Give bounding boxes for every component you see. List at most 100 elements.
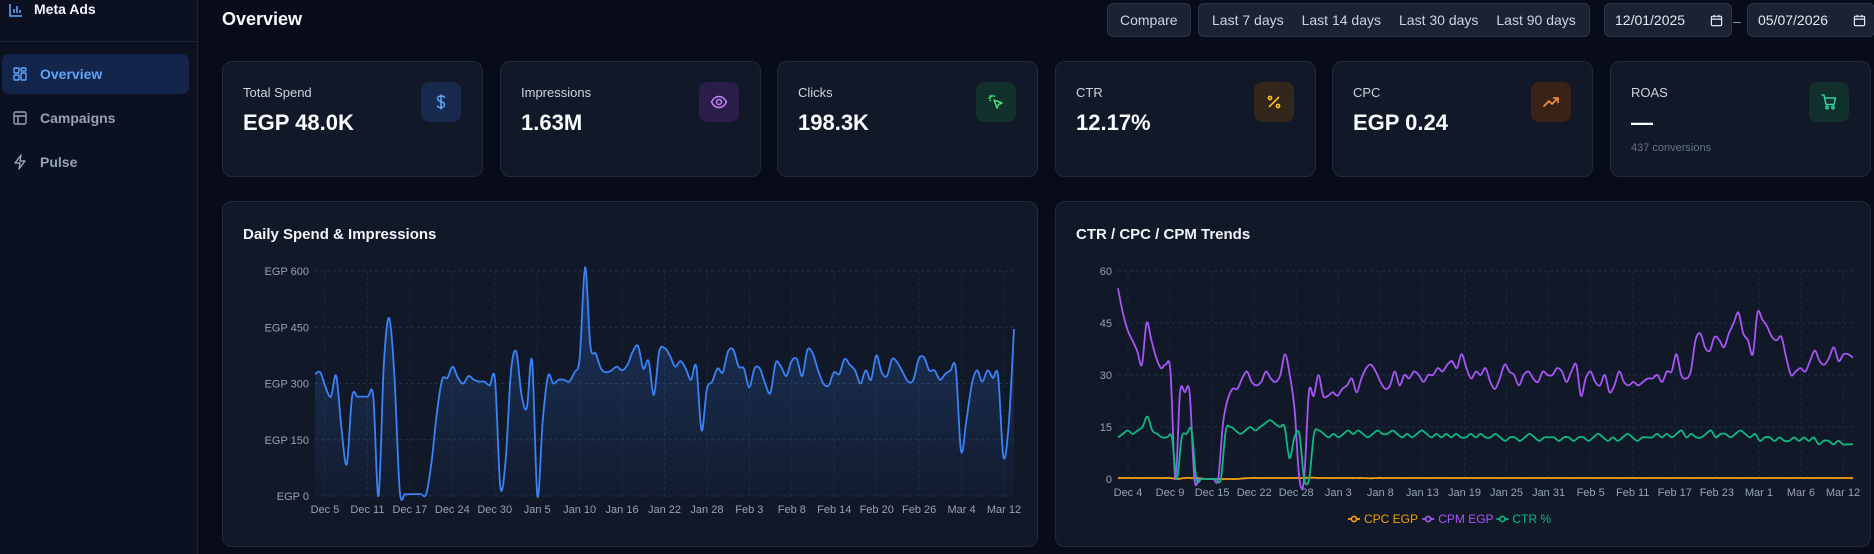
y-tick-label: EGP 300 bbox=[265, 379, 309, 391]
kpi-label: ROAS bbox=[1631, 85, 1668, 100]
percent-icon bbox=[1254, 82, 1294, 122]
series-line bbox=[1117, 415, 1853, 486]
x-tick-label: Jan 25 bbox=[1490, 487, 1523, 499]
y-tick-label: EGP 450 bbox=[265, 322, 309, 334]
series-area bbox=[315, 267, 1014, 501]
x-tick-label: Mar 6 bbox=[1787, 487, 1815, 499]
brand: Meta Ads bbox=[0, 0, 197, 42]
x-tick-label: Feb 8 bbox=[778, 504, 806, 516]
kpi-card-clicks: Clicks 198.3K bbox=[777, 61, 1038, 177]
sidebar-item-pulse[interactable]: Pulse bbox=[2, 142, 189, 182]
y-tick-label: 30 bbox=[1100, 370, 1112, 382]
range-7-days-button[interactable]: Last 7 days bbox=[1212, 12, 1284, 28]
date-to-value: 05/07/2026 bbox=[1758, 12, 1829, 28]
range-14-days-button[interactable]: Last 14 days bbox=[1301, 12, 1381, 28]
kpi-label: Total Spend bbox=[243, 85, 312, 100]
x-tick-label: Dec 22 bbox=[1237, 487, 1272, 499]
brand-name: Meta Ads bbox=[34, 0, 96, 17]
page-title: Overview bbox=[222, 9, 303, 29]
x-tick-label: Jan 28 bbox=[690, 504, 723, 516]
sidebar-nav: Overview Campaigns Pulse bbox=[0, 42, 197, 182]
range-90-days-button[interactable]: Last 90 days bbox=[1496, 12, 1576, 28]
kpi-label: CPC bbox=[1353, 85, 1381, 100]
sidebar-item-label: Campaigns bbox=[40, 110, 116, 126]
y-tick-label: 60 bbox=[1100, 266, 1112, 278]
x-tick-label: Mar 12 bbox=[987, 504, 1021, 516]
x-tick-label: Jan 22 bbox=[648, 504, 681, 516]
x-tick-label: Feb 20 bbox=[860, 504, 894, 516]
kpi-card-total-spend: Total Spend EGP 48.0K bbox=[222, 61, 483, 177]
kpi-label: Impressions bbox=[521, 85, 592, 100]
date-range-presets: Last 7 days Last 14 days Last 30 days La… bbox=[1198, 3, 1590, 37]
x-tick-label: Mar 1 bbox=[1745, 487, 1773, 499]
sidebar-item-label: Overview bbox=[40, 66, 103, 82]
bolt-icon bbox=[14, 154, 26, 170]
x-tick-label: Feb 23 bbox=[1700, 487, 1734, 499]
calendar-icon bbox=[1710, 14, 1723, 26]
legend-label: CTR % bbox=[1512, 512, 1551, 526]
x-tick-label: Dec 5 bbox=[311, 504, 340, 516]
trending-up-icon bbox=[1531, 82, 1571, 122]
sidebar-item-overview[interactable]: Overview bbox=[2, 54, 189, 94]
kpi-value: EGP 48.0K bbox=[243, 110, 354, 135]
y-tick-label: 45 bbox=[1100, 318, 1112, 330]
sidebar-item-campaigns[interactable]: Campaigns bbox=[2, 98, 189, 138]
dollar-icon bbox=[421, 82, 461, 122]
x-tick-label: Dec 4 bbox=[1114, 487, 1143, 499]
x-tick-label: Feb 26 bbox=[902, 504, 936, 516]
daily-spend-chart: EGP 0 EGP 150 EGP 300 EGP 450 EGP 600 Dec 5 De… bbox=[265, 266, 1022, 516]
kpi-subtext: 437 conversions bbox=[1631, 142, 1712, 154]
trends-panel: CTR / CPC / CPM Trends 0 15 30 45 60 Dec 4 Dec… bbox=[1055, 201, 1871, 547]
series-line bbox=[1118, 476, 1853, 480]
x-tick-label: Jan 16 bbox=[606, 504, 639, 516]
x-tick-label: Feb 11 bbox=[1616, 487, 1649, 499]
x-tick-label: Dec 9 bbox=[1156, 487, 1185, 499]
y-tick-label: EGP 600 bbox=[265, 266, 309, 278]
kpi-value: 12.17% bbox=[1076, 110, 1151, 135]
series-line bbox=[314, 266, 1015, 501]
kpi-value: 198.3K bbox=[798, 110, 869, 135]
y-tick-label: 0 bbox=[1106, 474, 1112, 486]
sidebar-item-label: Pulse bbox=[40, 154, 78, 170]
x-tick-label: Jan 31 bbox=[1532, 487, 1565, 499]
x-tick-label: Mar 4 bbox=[948, 504, 976, 516]
y-tick-label: EGP 150 bbox=[265, 435, 309, 447]
main-content: Overview Compare Last 7 days Last 14 day… bbox=[198, 0, 1874, 554]
kpi-card-cpc: CPC EGP 0.24 bbox=[1332, 61, 1593, 177]
kpi-label: CTR bbox=[1076, 85, 1103, 100]
series-line bbox=[1117, 288, 1854, 490]
legend-marker bbox=[1498, 515, 1506, 523]
grid-icon bbox=[13, 67, 27, 81]
kpi-value: — bbox=[1631, 110, 1653, 135]
range-30-days-button[interactable]: Last 30 days bbox=[1399, 12, 1479, 28]
chart-title: Daily Spend & Impressions bbox=[243, 226, 437, 243]
x-tick-label: Jan 19 bbox=[1448, 487, 1481, 499]
calendar-icon bbox=[1853, 14, 1866, 26]
compare-button[interactable]: Compare bbox=[1107, 3, 1191, 37]
x-tick-label: Feb 5 bbox=[1577, 487, 1605, 499]
chart-title: CTR / CPC / CPM Trends bbox=[1076, 226, 1251, 243]
kpi-value: 1.63M bbox=[521, 110, 583, 135]
x-tick-label: Dec 17 bbox=[392, 504, 427, 516]
cart-icon bbox=[1809, 82, 1849, 122]
sidebar: Meta Ads Overview Campaigns Pulse bbox=[0, 0, 198, 554]
legend-marker bbox=[1424, 515, 1432, 523]
bar-chart-icon bbox=[9, 3, 22, 17]
eye-icon bbox=[699, 82, 739, 122]
date-to-input[interactable]: 05/07/2026 bbox=[1747, 3, 1874, 37]
y-tick-label: EGP 0 bbox=[277, 491, 309, 503]
trends-chart: 0 15 30 45 60 Dec 4 Dec 9 Dec 15 Dec 22 Dec 28 Jan… bbox=[1100, 266, 1860, 526]
date-from-input[interactable]: 12/01/2025 bbox=[1604, 3, 1732, 37]
legend-label: CPM EGP bbox=[1438, 512, 1493, 526]
x-tick-label: Dec 24 bbox=[435, 504, 470, 516]
x-tick-label: Feb 14 bbox=[817, 504, 851, 516]
daily-spend-panel: Daily Spend & Impressions EGP 0 EGP 150 EG… bbox=[222, 201, 1038, 547]
x-tick-label: Dec 30 bbox=[477, 504, 512, 516]
x-tick-label: Jan 5 bbox=[524, 504, 551, 516]
legend-label: CPC EGP bbox=[1364, 512, 1418, 526]
x-tick-label: Jan 3 bbox=[1325, 487, 1352, 499]
kpi-value: EGP 0.24 bbox=[1353, 110, 1448, 135]
x-tick-label: Jan 13 bbox=[1406, 487, 1439, 499]
date-separator: – bbox=[1733, 13, 1741, 29]
table-icon bbox=[13, 111, 27, 125]
